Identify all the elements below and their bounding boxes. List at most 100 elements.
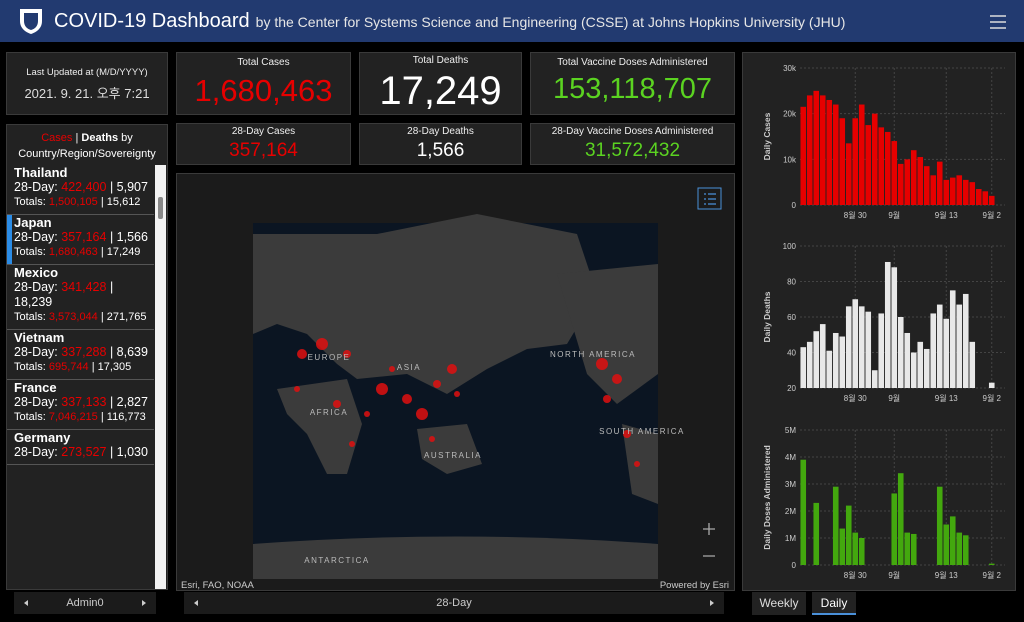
bar — [897, 163, 904, 205]
zoom-buttons[interactable] — [703, 523, 715, 557]
separator: | — [109, 230, 114, 244]
deaths-28: 2,827 — [116, 395, 148, 409]
scrollbar[interactable] — [155, 165, 166, 589]
cases-28: 337,288 — [61, 345, 107, 359]
attribution: Esri, FAO, NOAA — [181, 580, 255, 590]
value: 31,572,432 — [584, 140, 681, 161]
stat-panel: Total Vaccine Doses Administered 153,118… — [530, 52, 735, 115]
bar — [904, 532, 911, 565]
bar — [813, 502, 820, 565]
country-name: Japan — [14, 215, 52, 230]
menu-button[interactable] — [990, 15, 1006, 29]
totals-line: Totals: 3,573,044 | 271,765 — [14, 310, 154, 325]
bar — [956, 304, 963, 388]
logo — [20, 9, 42, 34]
scroll-thumb[interactable] — [158, 197, 163, 219]
label: 28-Day: — [14, 445, 58, 459]
chart: 20 40 60 80 100 Daily Deaths 8월 30 9월 9월 13 9월 2 — [762, 242, 1005, 403]
country-item[interactable]: Germany 28-Day: 273,527 | 1,030 — [7, 430, 154, 465]
bar — [832, 332, 839, 388]
bar — [923, 166, 930, 205]
bar — [858, 104, 865, 205]
legend-button[interactable] — [697, 187, 722, 210]
bar — [884, 261, 891, 388]
nav-arrows[interactable] — [184, 592, 724, 614]
bar — [988, 195, 995, 205]
label: 28-Day: — [14, 230, 58, 244]
deaths-28: 5,907 — [116, 180, 148, 194]
bar — [878, 127, 885, 205]
day28-line: 28-Day: 273,527 | 1,030 — [14, 445, 154, 460]
list-title: by Country/Region/Sovereignty — [18, 132, 156, 160]
middle-nav[interactable]: 28-Day — [184, 592, 724, 614]
value: 357,164 — [229, 140, 298, 161]
stat-panel: 28-Day Vaccine Doses Administered 31,572… — [530, 123, 735, 165]
daily-tab[interactable]: Daily — [812, 592, 856, 615]
map: EUROPE ASIA AFRICA AUSTRALIA NORTH AMERICA SO… — [181, 187, 729, 590]
bar — [930, 313, 937, 388]
bar — [800, 347, 807, 388]
x-tick-label: 9월 2 — [983, 570, 1002, 580]
bar — [884, 131, 891, 205]
bar — [962, 293, 969, 388]
country-name: Thailand — [14, 165, 68, 180]
deaths-total: 15,612 — [106, 196, 141, 208]
x-tick-label: 9월 — [888, 570, 900, 580]
label: Total Deaths — [412, 55, 469, 66]
x-tick-label: 9월 — [888, 210, 900, 220]
deaths-total: 116,773 — [106, 411, 146, 423]
day28-line: 28-Day: 357,164 | 1,566 — [14, 230, 154, 245]
bar — [806, 341, 813, 388]
y-tick-label: 20 — [787, 384, 796, 393]
y-tick-label: 20k — [783, 110, 797, 119]
left-nav[interactable]: Admin0 — [14, 592, 156, 614]
weekly-tab[interactable]: Weekly — [752, 592, 806, 615]
bar — [910, 150, 917, 205]
bar — [988, 563, 995, 565]
bar — [826, 99, 833, 205]
separator: | — [100, 311, 104, 323]
country-name: Mexico — [14, 265, 59, 280]
y-axis-label: Daily Doses Administered — [762, 445, 772, 550]
bar — [826, 350, 833, 388]
country-item[interactable]: Mexico 28-Day: 341,428 | 18,239 Totals: 3,… — [7, 265, 154, 330]
deaths-tab[interactable]: Deaths — [81, 132, 119, 144]
y-axis-label: Daily Deaths — [762, 291, 772, 342]
selected-marker — [7, 215, 12, 264]
label: Last Updated at (M/D/YYYY) — [26, 67, 148, 78]
case-dots — [294, 338, 640, 467]
country-item[interactable]: France 28-Day: 337,133 | 2,827 Totals: 7,0… — [7, 380, 154, 430]
cases-total: 1,680,463 — [48, 246, 98, 258]
nav-arrows[interactable] — [14, 592, 156, 614]
deaths-28: 1,566 — [116, 230, 148, 244]
separator: | — [91, 361, 95, 373]
y-tick-label: 3M — [785, 480, 796, 489]
value: 153,118,707 — [552, 73, 713, 105]
bar — [988, 382, 995, 388]
bar — [910, 533, 917, 565]
country-item[interactable]: Vietnam 28-Day: 337,288 | 8,639 Totals: 69… — [7, 330, 154, 380]
label: 28-Day: — [14, 280, 58, 294]
separator: | — [109, 180, 114, 194]
separator: | — [109, 395, 114, 409]
bar — [975, 189, 982, 205]
deaths-total: 17,249 — [106, 246, 141, 258]
bar — [897, 317, 904, 388]
country-item[interactable]: Thailand 28-Day: 422,400 | 5,907 Totals: 1… — [7, 165, 154, 215]
label: 28-Day: — [14, 345, 58, 359]
bar — [891, 141, 898, 205]
deaths-28: 18,239 — [14, 295, 53, 309]
bar — [852, 299, 859, 388]
x-tick-label: 9월 — [888, 393, 900, 403]
country-name: Germany — [14, 430, 71, 445]
cases-tab[interactable]: Cases — [41, 132, 73, 144]
title-text: COVID-19 Dashboard — [54, 10, 250, 32]
y-tick-label: 0 — [792, 561, 797, 570]
map-label: ANTARCTICA — [304, 556, 370, 565]
country-item[interactable]: Japan 28-Day: 357,164 | 1,566 Totals: 1,68… — [7, 215, 154, 265]
map-label: ASIA — [397, 363, 421, 372]
x-tick-label: 8월 30 — [844, 393, 867, 403]
bar — [982, 191, 989, 205]
bar — [936, 304, 943, 388]
list-header: Cases | Deaths by Country/Region/Soverei… — [7, 125, 167, 165]
